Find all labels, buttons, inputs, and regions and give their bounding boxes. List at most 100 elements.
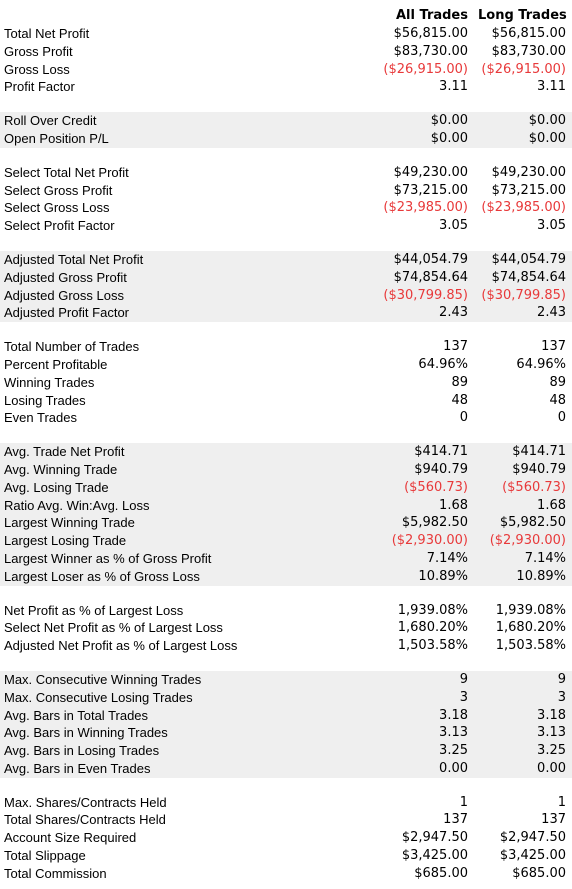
all-trades-value: $5,982.50 [401, 515, 468, 531]
metric-label: Roll Over Credit [4, 113, 97, 129]
metric-row: Total Commission $685.00 $685.00 [0, 865, 572, 883]
long-trades-value: 48 [549, 392, 566, 408]
metric-row: Adjusted Net Profit as % of Largest Loss… [0, 637, 572, 655]
long-trades-value: 0.00 [537, 760, 566, 776]
long-trades-value: 1 [557, 794, 566, 810]
all-trades-value: 3.05 [439, 218, 468, 234]
metric-row: Winning Trades 89 89 [0, 374, 572, 392]
long-trades-value: $56,815.00 [491, 26, 566, 41]
all-trades-value: 9 [459, 671, 468, 687]
long-trades-value: 3.11 [537, 79, 566, 95]
all-trades-value: 0 [459, 410, 468, 426]
metric-label: Total Shares/Contracts Held [4, 812, 166, 828]
metric-label: Avg. Losing Trade [4, 479, 109, 495]
long-trades-value: 1,680.20% [495, 620, 566, 636]
metric-section: Max. Consecutive Winning Trades 9 9 Max. Co… [0, 670, 572, 778]
performance-report: All Trades Long Trades Total Net Profit $… [0, 6, 572, 883]
metric-label: Net Profit as % of Largest Loss [4, 602, 184, 618]
metric-label: Adjusted Profit Factor [4, 305, 129, 321]
metric-section: Roll Over Credit $0.00 $0.00 Open Position … [0, 112, 572, 148]
long-trades-value: $940.79 [512, 461, 566, 477]
long-trades-value: 64.96% [516, 356, 566, 372]
metric-label: Largest Winner as % of Gross Profit [4, 550, 212, 566]
metric-row: Roll Over Credit $0.00 $0.00 [0, 112, 572, 130]
all-trades-value: $3,425.00 [401, 848, 468, 864]
long-trades-value: 3 [557, 689, 566, 705]
all-trades-value: $0.00 [430, 113, 468, 129]
metric-label: Ratio Avg. Win:Avg. Loss [4, 497, 150, 513]
metric-row: Max. Shares/Contracts Held 1 1 [0, 794, 572, 812]
all-trades-value: ($560.73) [404, 479, 468, 495]
metric-label: Select Gross Profit [4, 182, 113, 198]
all-trades-value: 3.25 [439, 743, 468, 759]
metric-label: Max. Consecutive Winning Trades [4, 671, 202, 687]
long-trades-value: $685.00 [512, 865, 566, 881]
metric-label: Select Profit Factor [4, 218, 115, 234]
metric-row: Select Net Profit as % of Largest Loss 1,… [0, 619, 572, 637]
section-spacer [0, 778, 572, 794]
metric-row: Adjusted Gross Profit $74,854.64 $74,854.6… [0, 268, 572, 287]
metric-label: Largest Loser as % of Gross Loss [4, 568, 200, 584]
metric-label: Max. Consecutive Losing Trades [4, 689, 193, 705]
metric-row: Select Profit Factor 3.05 3.05 [0, 217, 572, 235]
long-trades-value: $0.00 [528, 130, 566, 146]
section-spacer [0, 96, 572, 112]
metric-row: Adjusted Gross Loss ($30,799.85) ($30,799.… [0, 286, 572, 305]
all-trades-value: 64.96% [418, 356, 468, 372]
metric-label: Total Slippage [4, 848, 86, 864]
long-trades-value: 89 [549, 374, 566, 390]
long-trades-value: $49,230.00 [491, 164, 566, 180]
long-trades-value: ($2,930.00) [489, 533, 566, 549]
metric-row: Largest Losing Trade ($2,930.00) ($2,930.0… [0, 532, 572, 550]
long-trades-value: 3.18 [537, 707, 566, 723]
metric-label: Avg. Bars in Total Trades [4, 707, 149, 723]
metric-label: Profit Factor [4, 79, 75, 95]
metric-label: Avg. Trade Net Profit [4, 444, 125, 460]
metric-label: Total Number of Trades [4, 339, 140, 355]
long-trades-value: 7.14% [524, 550, 566, 566]
metric-label: Even Trades [4, 410, 77, 426]
long-trades-value: 3.13 [537, 725, 566, 741]
metric-row: Even Trades 0 0 [0, 409, 572, 427]
long-trades-value: 1,939.08% [495, 602, 566, 618]
all-trades-value: 2.43 [439, 305, 468, 321]
metric-row: Net Profit as % of Largest Loss 1,939.08%… [0, 602, 572, 620]
metric-row: Select Gross Loss ($23,985.00) ($23,985.00… [0, 199, 572, 217]
metric-label: Max. Shares/Contracts Held [4, 794, 167, 810]
all-trades-value: $44,054.79 [393, 251, 468, 267]
all-trades-value: 3 [459, 689, 468, 705]
all-trades-value: $685.00 [414, 865, 468, 881]
long-trades-value: 3.25 [537, 743, 566, 759]
all-trades-value: ($23,985.00) [383, 200, 468, 216]
long-trades-value: $74,854.64 [491, 269, 566, 285]
long-trades-value: ($23,985.00) [481, 200, 566, 216]
all-trades-value: 7.14% [426, 550, 468, 566]
all-trades-value: 0.00 [439, 760, 468, 776]
all-trades-value: ($2,930.00) [391, 533, 468, 549]
all-trades-value: $74,854.64 [393, 269, 468, 285]
section-spacer [0, 235, 572, 251]
all-trades-value: 1,503.58% [397, 638, 468, 654]
metric-label: Avg. Bars in Even Trades [4, 760, 151, 776]
metric-section: Avg. Trade Net Profit $414.71 $414.71 Avg. … [0, 443, 572, 586]
all-trades-value: 1,939.08% [397, 602, 468, 618]
metric-section: Max. Shares/Contracts Held 1 1 Total Shares… [0, 794, 572, 883]
metric-label: Adjusted Net Profit as % of Largest Loss [4, 638, 238, 654]
metric-label: Largest Winning Trade [4, 515, 135, 531]
all-trades-value: $56,815.00 [393, 26, 468, 41]
metric-row: Profit Factor 3.11 3.11 [0, 78, 572, 96]
section-spacer [0, 148, 572, 164]
metric-row: Percent Profitable 64.96% 64.96% [0, 356, 572, 374]
long-trades-value: $3,425.00 [499, 848, 566, 864]
metric-row: Max. Consecutive Losing Trades 3 3 [0, 688, 572, 707]
long-trades-value: ($30,799.85) [481, 287, 566, 303]
all-trades-column-header: All Trades [396, 8, 468, 23]
metric-row: Avg. Trade Net Profit $414.71 $414.71 [0, 443, 572, 461]
long-trades-value: $44,054.79 [491, 251, 566, 267]
all-trades-value: 89 [451, 374, 468, 390]
metric-label: Percent Profitable [4, 356, 108, 372]
metric-label: Largest Losing Trade [4, 533, 127, 549]
metric-section: Net Profit as % of Largest Loss 1,939.08%… [0, 602, 572, 655]
all-trades-value: 1.68 [439, 497, 468, 513]
metric-row: Avg. Winning Trade $940.79 $940.79 [0, 460, 572, 479]
